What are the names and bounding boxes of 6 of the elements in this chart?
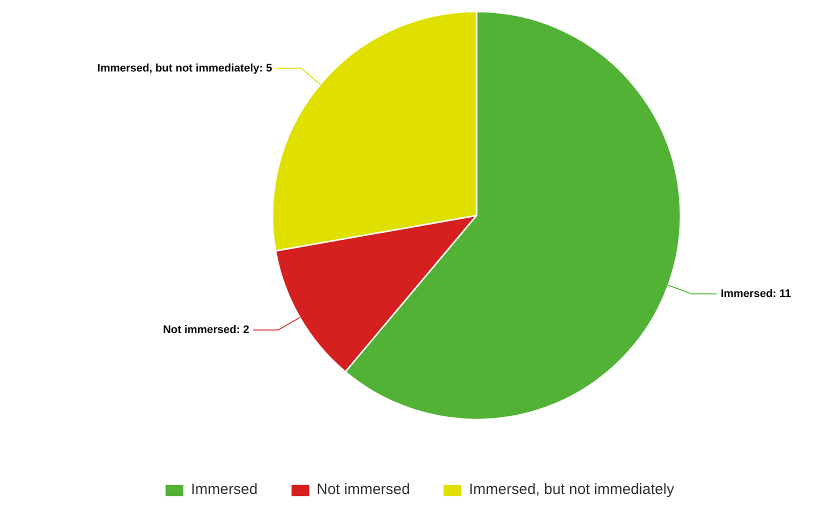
legend-label: Immersed <box>190 481 258 498</box>
legend-label: Immersed, but not immediately <box>468 481 674 498</box>
data-label: Immersed: 11 <box>720 288 792 300</box>
legend-label: Not immersed <box>316 481 410 498</box>
data-label: Not immersed: 2 <box>162 324 250 336</box>
data-label: Immersed, but not immediately: 5 <box>97 62 272 74</box>
